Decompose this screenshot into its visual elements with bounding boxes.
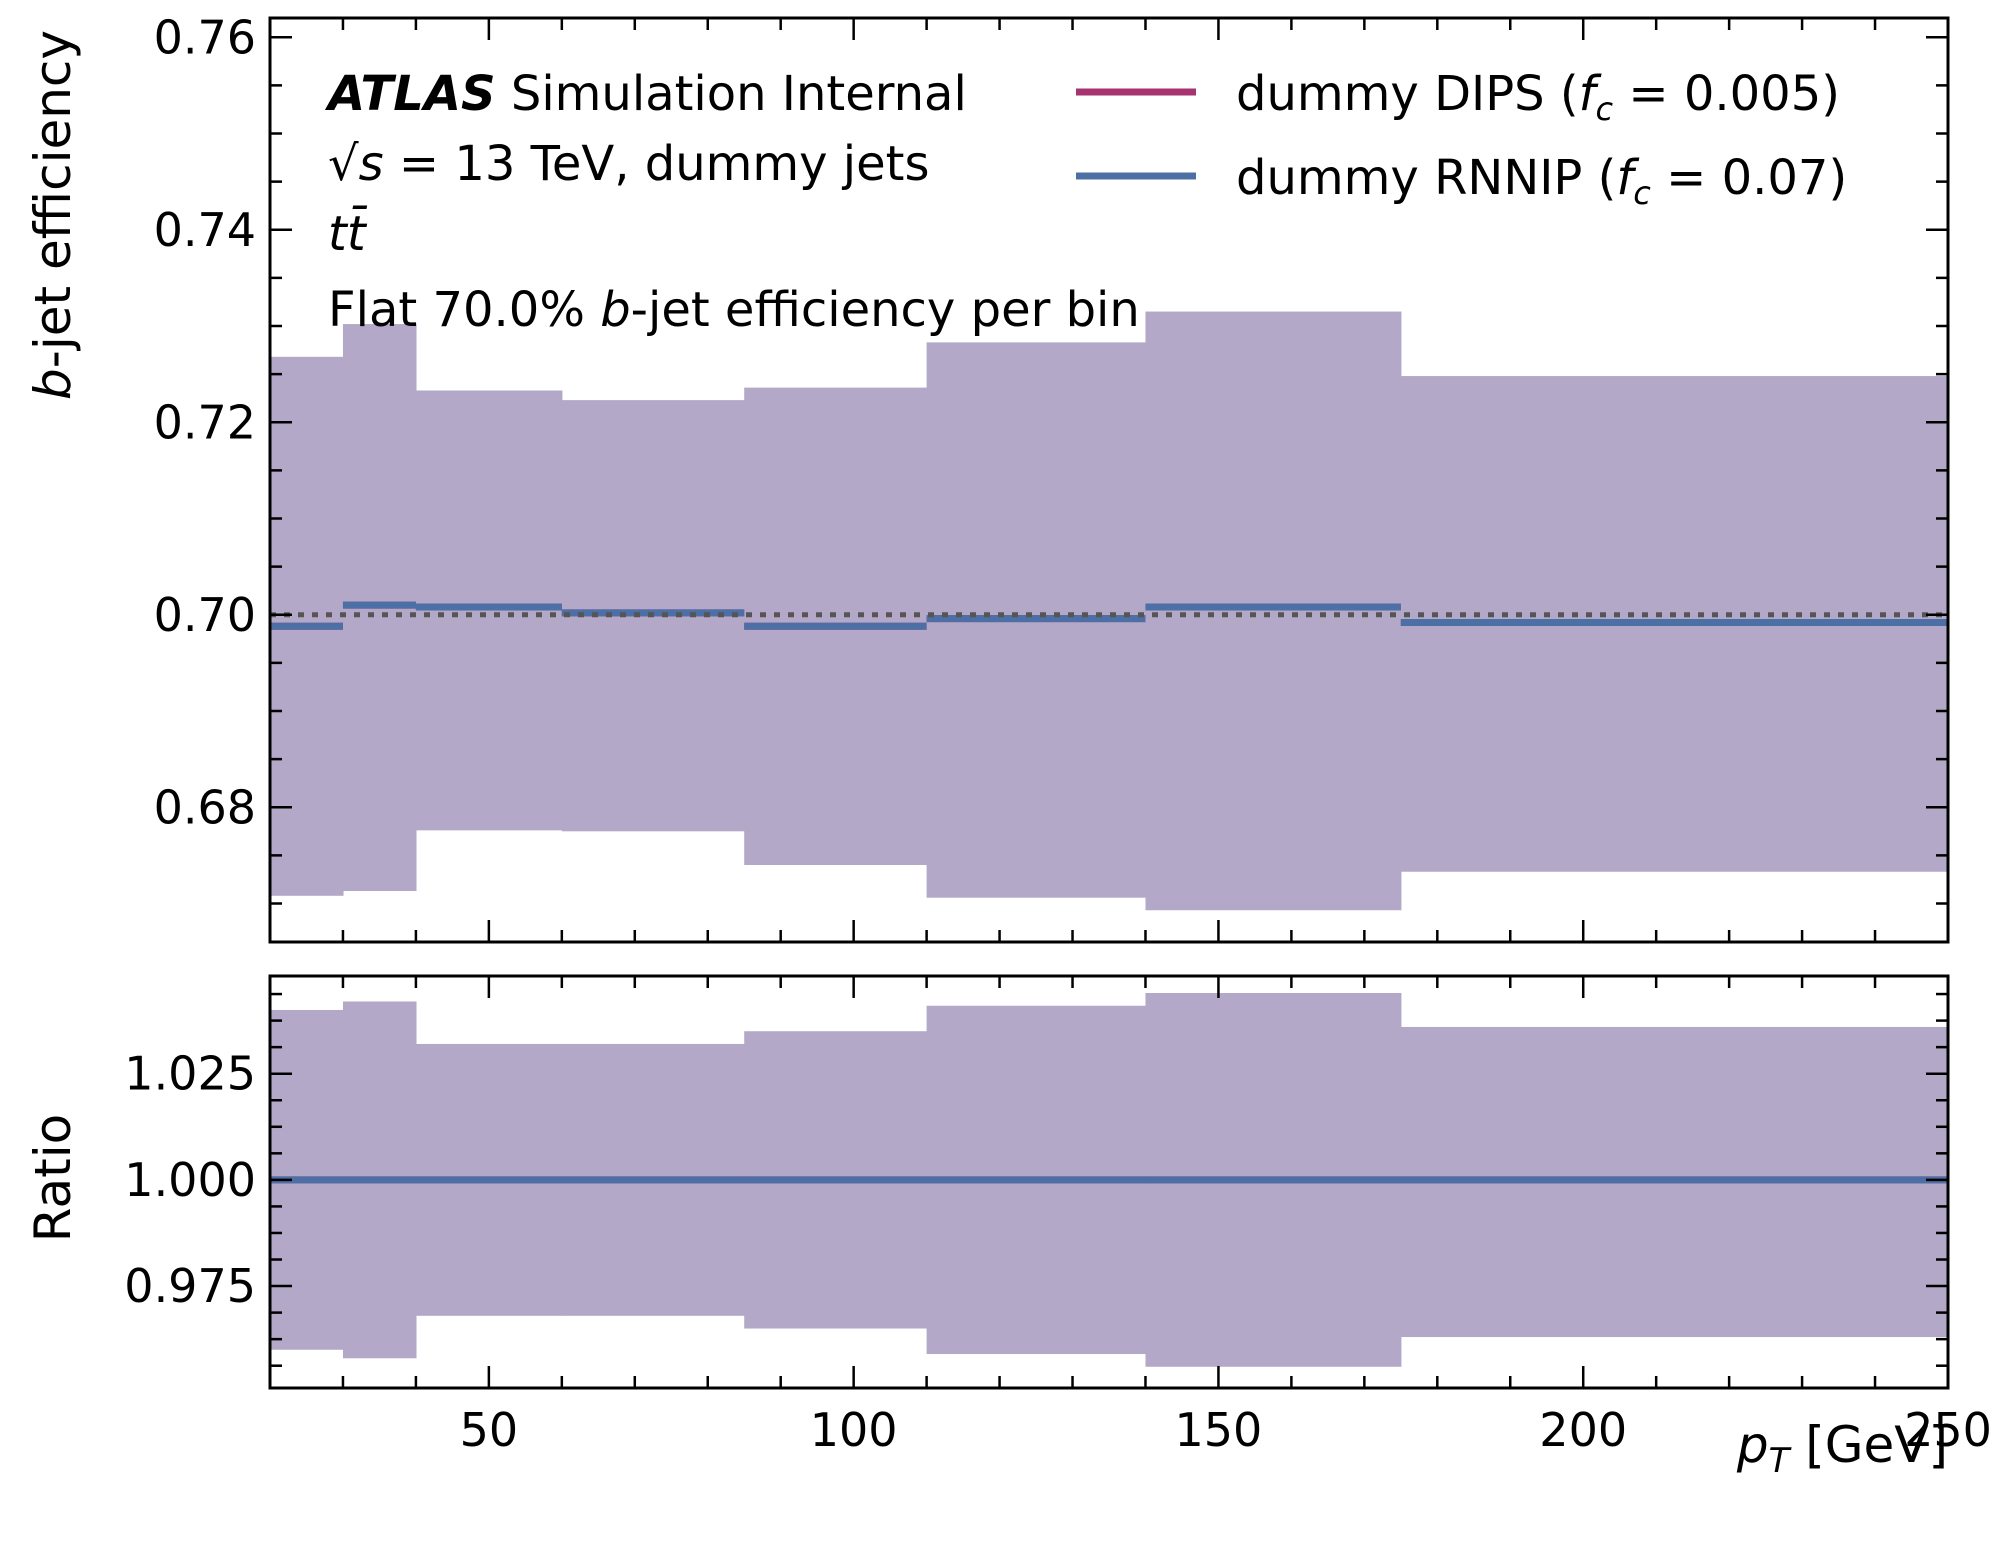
efficiency-band-bin-6: [1145, 311, 1402, 911]
ratio-ytick-label: 1.000: [124, 1153, 256, 1207]
top-y-axis-label-b: b: [24, 368, 82, 400]
x-axis-label: pT [GeV]: [1736, 1416, 1948, 1481]
xtick-label: 250: [1904, 1403, 1992, 1457]
wp-post: -jet efficiency per bin: [631, 282, 1140, 338]
x-axis-label-unit: [GeV]: [1789, 1416, 1948, 1474]
uncertainty-bands: [270, 311, 1949, 1367]
wp-b: b: [600, 282, 630, 338]
legend-rnnip-sub: c: [1633, 174, 1651, 212]
top-y-axis-label-rest: -jet efficiency: [24, 30, 82, 368]
axes: [268, 16, 1950, 1390]
efficiency-ytick-label: 0.70: [154, 588, 256, 642]
ratio-y-axis-label: Ratio: [24, 1114, 82, 1242]
legend-dips-value: = 0.005): [1613, 66, 1840, 122]
efficiency-ytick-label: 0.76: [154, 10, 256, 64]
efficiency-ytick-label: 0.68: [154, 780, 256, 834]
ratio-frame: [268, 974, 1950, 1390]
energy-label: √s = 13 TeV, dummy jets: [328, 136, 930, 192]
xtick-label: 200: [1539, 1403, 1627, 1457]
legend-label-dips: dummy DIPS (fc = 0.005): [1236, 66, 1840, 128]
xtick-label: 150: [1175, 1403, 1263, 1457]
wp-pre: Flat 70.0%: [328, 282, 600, 338]
ratio-ytick-label: 0.975: [124, 1259, 256, 1313]
legend-dips-sub: c: [1596, 90, 1614, 128]
efficiency-frame: [268, 16, 1950, 944]
working-point-label: Flat 70.0% b-jet efficiency per bin: [328, 282, 1140, 338]
efficiency-ytick-label: 0.72: [154, 395, 256, 449]
sqrt-symbol: √: [328, 136, 359, 192]
x-axis-label-var: p: [1736, 1416, 1769, 1474]
atlas-suffix: Simulation Internal: [496, 66, 967, 122]
ratio-ytick-label: 1.025: [124, 1047, 256, 1101]
x-axis-label-sub: T: [1769, 1441, 1792, 1481]
energy-text: = 13 TeV, dummy jets: [384, 136, 930, 192]
tick-marks: [268, 18, 1950, 1388]
legend-rnnip-value: = 0.07): [1651, 150, 1847, 206]
series-lines: [270, 601, 1948, 1184]
top-y-axis-label: b-jet efficiency: [24, 30, 82, 400]
atlas-label: ATLAS Simulation Internal: [324, 66, 967, 122]
legend: dummy DIPS (fc = 0.005) dummy RNNIP (fc …: [1076, 66, 1847, 212]
atlas-logo-text: ATLAS: [324, 66, 496, 122]
energy-var: s: [359, 136, 384, 192]
tick-labels: 0.68 0.70 0.72 0.74 0.76 0.975 1.000 1.025 50 100…: [124, 10, 1992, 1457]
process-label: tt̄: [328, 205, 368, 262]
legend-dips-name: dummy DIPS (: [1236, 66, 1579, 122]
legend-label-rnnip: dummy RNNIP (fc = 0.07): [1236, 150, 1847, 212]
legend-rnnip-name: dummy RNNIP (: [1236, 150, 1616, 206]
xtick-label: 100: [810, 1403, 898, 1457]
efficiency-ytick-label: 0.74: [154, 203, 256, 257]
xtick-label: 50: [460, 1403, 519, 1457]
